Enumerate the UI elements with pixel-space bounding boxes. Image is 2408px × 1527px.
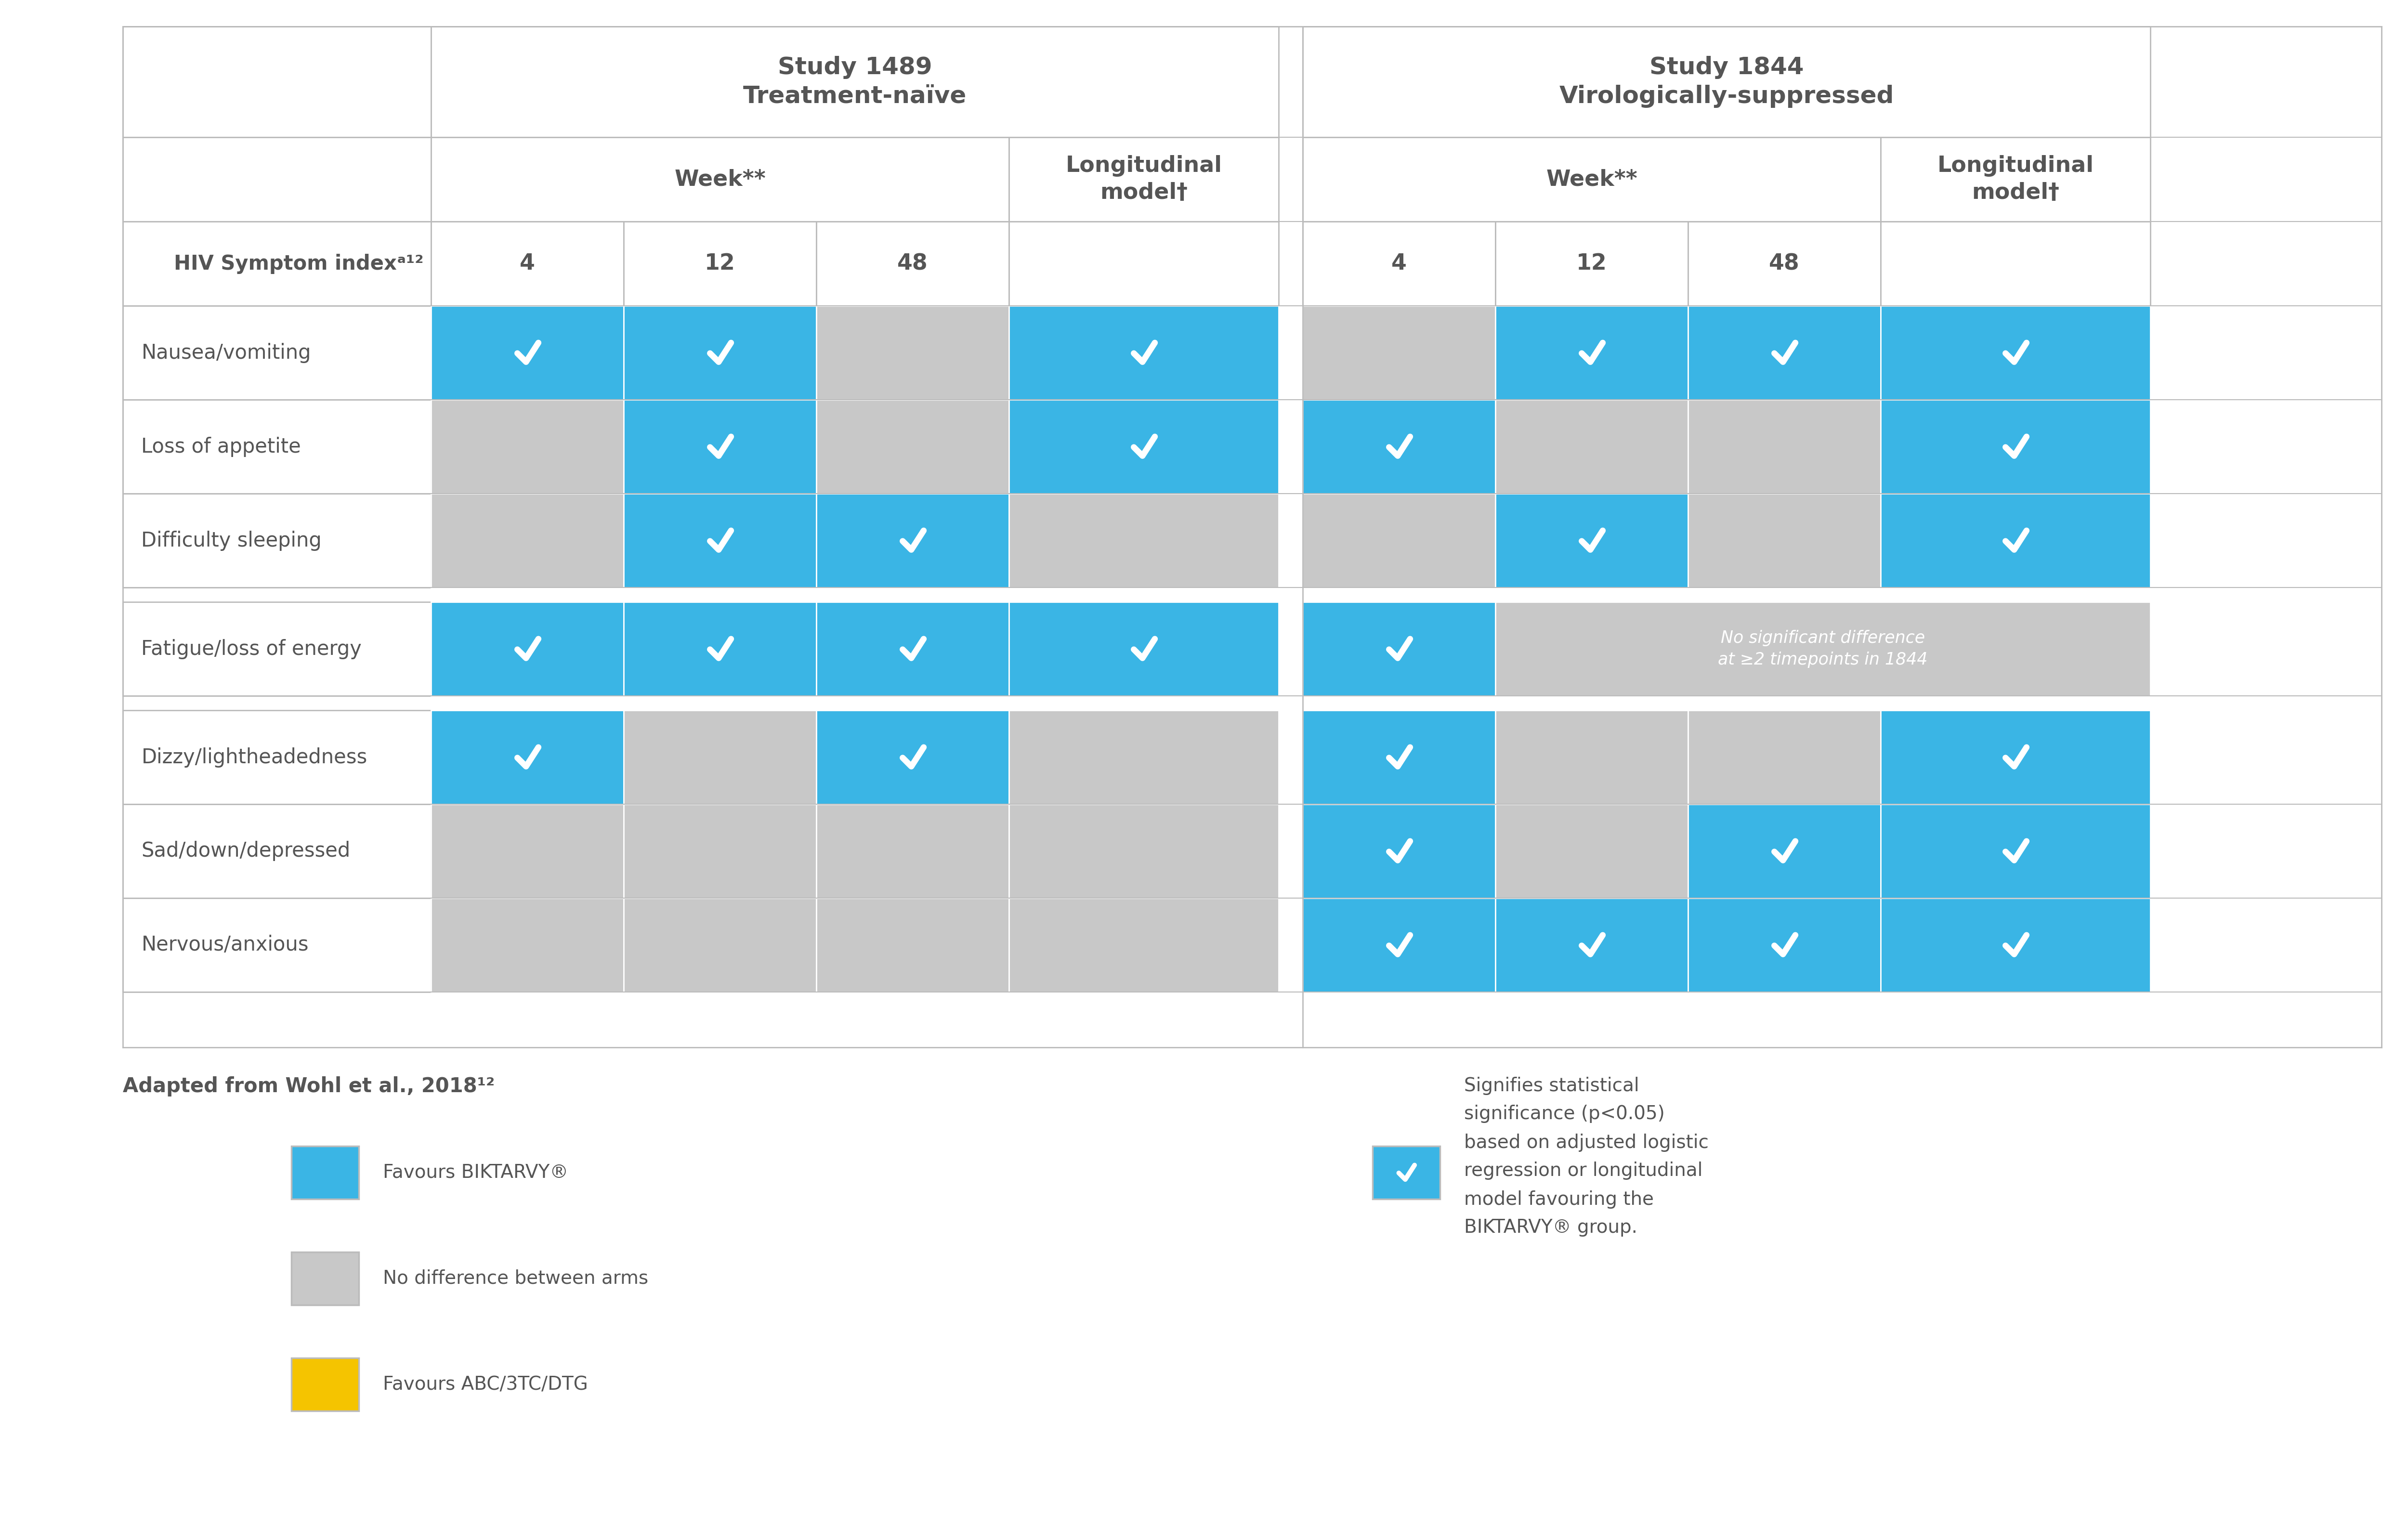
- Bar: [1009, 400, 1279, 493]
- Bar: [1303, 305, 1495, 400]
- Bar: [123, 493, 431, 588]
- Bar: [1495, 493, 1688, 588]
- Bar: [1303, 400, 1495, 493]
- Bar: [1881, 710, 2150, 805]
- Text: Fatigue/loss of energy: Fatigue/loss of energy: [142, 638, 361, 660]
- Bar: [123, 400, 431, 493]
- Bar: [1009, 137, 1279, 221]
- Bar: [1303, 898, 1495, 993]
- Bar: [1303, 602, 1495, 696]
- Bar: [1495, 805, 1688, 898]
- Text: 4: 4: [520, 253, 535, 275]
- Bar: [1881, 305, 2150, 400]
- Text: Favours ABC/3TC/DTG: Favours ABC/3TC/DTG: [383, 1376, 588, 1394]
- Text: 12: 12: [706, 253, 734, 275]
- Text: Study 1844
Virologically-suppressed: Study 1844 Virologically-suppressed: [1558, 56, 1895, 108]
- Bar: [431, 805, 624, 898]
- Bar: [624, 221, 816, 305]
- Bar: [1881, 493, 2150, 588]
- Bar: [624, 493, 816, 588]
- Bar: [1303, 805, 1495, 898]
- Bar: [624, 602, 816, 696]
- Bar: [1373, 1147, 1440, 1199]
- Text: Sad/down/depressed: Sad/down/depressed: [142, 841, 352, 861]
- Text: Nervous/anxious: Nervous/anxious: [142, 935, 308, 956]
- Bar: [1495, 710, 1688, 805]
- Bar: [1009, 305, 1279, 400]
- Bar: [123, 898, 431, 993]
- Bar: [1688, 221, 1881, 305]
- Bar: [624, 898, 816, 993]
- Bar: [291, 1252, 359, 1306]
- Text: 48: 48: [1770, 253, 1799, 275]
- Bar: [1881, 137, 2150, 221]
- Bar: [431, 305, 624, 400]
- Bar: [431, 602, 624, 696]
- Bar: [816, 898, 1009, 993]
- Bar: [1881, 221, 2150, 305]
- Bar: [1688, 898, 1881, 993]
- Bar: [624, 805, 816, 898]
- Bar: [1495, 400, 1688, 493]
- Bar: [624, 400, 816, 493]
- Bar: [816, 400, 1009, 493]
- Bar: [1009, 221, 1279, 305]
- Bar: [1495, 305, 1688, 400]
- Text: Week**: Week**: [674, 168, 766, 191]
- Text: 48: 48: [898, 253, 927, 275]
- Bar: [431, 493, 624, 588]
- Bar: [1495, 602, 2150, 696]
- Bar: [1009, 493, 1279, 588]
- Bar: [1688, 493, 1881, 588]
- Text: No significant difference
at ≥2 timepoints in 1844: No significant difference at ≥2 timepoin…: [1717, 631, 1929, 667]
- Bar: [123, 710, 431, 805]
- Bar: [816, 805, 1009, 898]
- Text: Difficulty sleeping: Difficulty sleeping: [142, 530, 323, 551]
- Bar: [1303, 710, 1495, 805]
- Text: Week**: Week**: [1546, 168, 1637, 191]
- Bar: [816, 493, 1009, 588]
- Bar: [431, 26, 1279, 137]
- Bar: [291, 1358, 359, 1411]
- Text: 4: 4: [1392, 253, 1406, 275]
- Bar: [431, 400, 624, 493]
- Bar: [1881, 400, 2150, 493]
- Bar: [431, 710, 624, 805]
- Bar: [123, 305, 431, 400]
- Bar: [1009, 898, 1279, 993]
- Bar: [1009, 710, 1279, 805]
- Bar: [1688, 805, 1881, 898]
- Bar: [816, 602, 1009, 696]
- Bar: [1688, 710, 1881, 805]
- Text: Adapted from Wohl et al., 2018¹²: Adapted from Wohl et al., 2018¹²: [123, 1077, 494, 1096]
- Text: Dizzy/lightheadedness: Dizzy/lightheadedness: [142, 747, 368, 768]
- Bar: [624, 305, 816, 400]
- Bar: [123, 221, 431, 305]
- Text: Nausea/vomiting: Nausea/vomiting: [142, 342, 311, 363]
- Bar: [123, 26, 431, 137]
- Bar: [1881, 805, 2150, 898]
- Bar: [431, 898, 624, 993]
- Bar: [1303, 221, 1495, 305]
- Text: No difference between arms: No difference between arms: [383, 1269, 648, 1287]
- Bar: [431, 137, 1009, 221]
- Bar: [1009, 602, 1279, 696]
- Text: 12: 12: [1577, 253, 1606, 275]
- Bar: [816, 710, 1009, 805]
- Bar: [123, 137, 431, 221]
- Text: Loss of appetite: Loss of appetite: [142, 437, 301, 457]
- Text: Signifies statistical
significance (p<0.05)
based on adjusted logistic
regressio: Signifies statistical significance (p<0.…: [1464, 1077, 1710, 1237]
- Bar: [1688, 305, 1881, 400]
- Bar: [1303, 137, 1881, 221]
- Text: HIV Symptom indexᵃ¹²: HIV Symptom indexᵃ¹²: [173, 253, 424, 273]
- Bar: [624, 710, 816, 805]
- Bar: [1009, 805, 1279, 898]
- Bar: [816, 221, 1009, 305]
- Bar: [1881, 898, 2150, 993]
- Bar: [123, 602, 431, 696]
- Bar: [1495, 898, 1688, 993]
- Text: Study 1489
Treatment-naïve: Study 1489 Treatment-naïve: [744, 56, 966, 108]
- Bar: [816, 305, 1009, 400]
- Bar: [1303, 493, 1495, 588]
- Bar: [291, 1147, 359, 1199]
